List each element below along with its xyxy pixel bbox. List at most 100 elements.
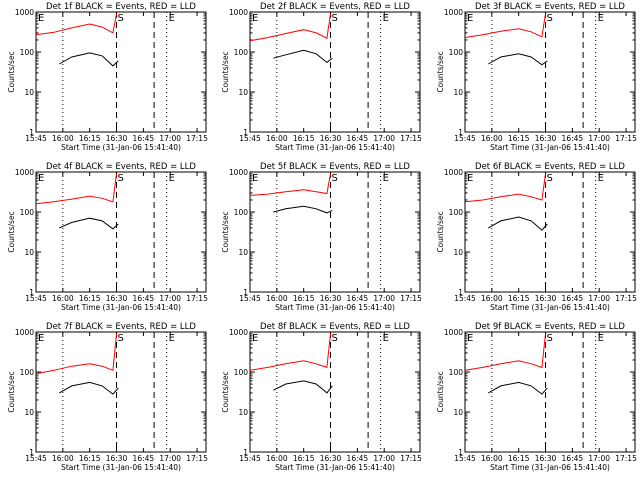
events-series-line — [488, 53, 548, 66]
x-tick-label: 17:15 — [615, 454, 637, 463]
interval-marker: S — [332, 13, 338, 24]
y-tick-label: 10 — [453, 408, 463, 417]
y-axis-label: Counts/sec — [436, 51, 445, 92]
x-tick-label: 17:00 — [159, 294, 181, 303]
y-axis-label: Counts/sec — [221, 371, 230, 412]
lld-series-line — [250, 13, 331, 42]
y-tick-label: 1 — [243, 128, 248, 137]
x-tick-label: 16:15 — [79, 454, 101, 463]
interval-marker: S — [118, 13, 124, 24]
interval-marker: S — [332, 173, 338, 184]
lld-series-line — [36, 173, 117, 205]
x-tick-label: 16:00 — [481, 294, 503, 303]
y-tick-label: 10 — [24, 248, 34, 257]
x-tick-label: 16:30 — [535, 454, 557, 463]
y-tick-label: 1000 — [229, 328, 248, 337]
events-series-line — [273, 380, 333, 394]
x-tick-label: 17:00 — [373, 134, 395, 143]
x-axis-label: Start Time (31-Jan-06 15:41:40) — [275, 143, 395, 152]
panel-det-9: Det 9f BLACK = Events, RED = LLD 15:45 16:… — [436, 322, 637, 472]
x-tick-label: 17:00 — [373, 294, 395, 303]
x-tick-label: 16:30 — [106, 134, 128, 143]
interval-marker: E — [169, 13, 175, 24]
interval-marker: E — [169, 173, 175, 184]
plot-frame — [249, 11, 421, 133]
y-axis-label: Counts/sec — [7, 51, 16, 92]
y-tick-label: 1 — [29, 128, 34, 137]
y-axis-label: Counts/sec — [221, 211, 230, 252]
x-axis-label: Start Time (31-Jan-06 15:41:40) — [61, 463, 181, 472]
x-axis-label: Start Time (31-Jan-06 15:41:40) — [490, 143, 610, 152]
y-tick-label: 1000 — [444, 328, 463, 337]
interval-marker: S — [332, 333, 338, 344]
y-tick-label: 1000 — [15, 8, 34, 17]
y-tick-label: 100 — [20, 368, 35, 377]
interval-marker: E — [38, 13, 44, 24]
y-tick-label: 10 — [24, 408, 34, 417]
x-tick-label: 17:00 — [159, 134, 181, 143]
y-tick-label: 1 — [458, 288, 463, 297]
x-tick-label: 17:00 — [588, 454, 610, 463]
events-series-line — [488, 381, 548, 395]
y-axis-label: Counts/sec — [7, 211, 16, 252]
x-tick-label: 16:45 — [133, 454, 155, 463]
x-tick-label: 15:45 — [239, 454, 261, 463]
panel-det-2: Det 2f BLACK = Events, RED = LLD 15:45 16:… — [221, 2, 422, 152]
x-tick-label: 16:30 — [320, 134, 342, 143]
x-tick-label: 16:15 — [508, 294, 530, 303]
x-tick-label: 16:00 — [481, 454, 503, 463]
interval-marker: E — [598, 173, 604, 184]
x-tick-label: 16:45 — [562, 134, 584, 143]
y-tick-label: 1000 — [444, 168, 463, 177]
x-tick-label: 16:30 — [535, 134, 557, 143]
interval-marker: E — [38, 173, 44, 184]
panel-det-5: Det 5f BLACK = Events, RED = LLD 15:45 16:… — [221, 162, 422, 312]
panel-title: Det 4f BLACK = Events, RED = LLD — [46, 162, 196, 172]
panel-det-3: Det 3f BLACK = Events, RED = LLD 15:45 16:… — [436, 2, 637, 152]
y-tick-label: 10 — [238, 408, 248, 417]
y-tick-label: 100 — [20, 208, 35, 217]
y-tick-label: 1 — [243, 288, 248, 297]
x-tick-label: 16:45 — [347, 294, 369, 303]
x-tick-label: 17:15 — [400, 294, 422, 303]
interval-marker: E — [383, 173, 389, 184]
lld-series-line — [36, 13, 117, 36]
panel-title: Det 5f BLACK = Events, RED = LLD — [260, 162, 410, 172]
x-tick-label: 17:15 — [615, 134, 637, 143]
y-tick-label: 100 — [449, 48, 464, 57]
y-tick-label: 10 — [238, 88, 248, 97]
plot-frame — [249, 171, 421, 293]
interval-marker: S — [547, 333, 553, 344]
x-tick-label: 15:45 — [454, 294, 476, 303]
x-tick-label: 16:00 — [52, 294, 74, 303]
x-tick-label: 16:45 — [347, 134, 369, 143]
interval-marker: E — [383, 13, 389, 24]
x-axis-label: Start Time (31-Jan-06 15:41:40) — [275, 463, 395, 472]
y-axis-label: Counts/sec — [7, 371, 16, 412]
y-tick-label: 1000 — [229, 168, 248, 177]
x-tick-label: 16:15 — [293, 294, 315, 303]
y-tick-label: 10 — [453, 88, 463, 97]
events-series-line — [273, 205, 333, 214]
x-axis-label: Start Time (31-Jan-06 15:41:40) — [61, 143, 181, 152]
y-axis-label: Counts/sec — [436, 371, 445, 412]
interval-marker: S — [547, 173, 553, 184]
x-tick-label: 16:45 — [133, 134, 155, 143]
y-tick-label: 1 — [458, 448, 463, 457]
interval-marker: E — [252, 173, 258, 184]
x-tick-label: 16:15 — [79, 294, 101, 303]
events-series-line — [59, 52, 119, 67]
x-tick-label: 17:15 — [186, 134, 208, 143]
x-tick-label: 17:15 — [615, 294, 637, 303]
x-tick-label: 16:30 — [106, 294, 128, 303]
x-tick-label: 16:15 — [293, 134, 315, 143]
plot-frame — [35, 11, 207, 133]
plot-frame — [35, 331, 207, 453]
panel-det-8: Det 8f BLACK = Events, RED = LLD 15:45 16:… — [221, 322, 422, 472]
interval-marker: S — [547, 13, 553, 24]
panel-title: Det 7f BLACK = Events, RED = LLD — [46, 322, 196, 332]
panel-title: Det 6f BLACK = Events, RED = LLD — [475, 162, 625, 172]
plot-frame — [35, 171, 207, 293]
x-tick-label: 17:00 — [159, 454, 181, 463]
